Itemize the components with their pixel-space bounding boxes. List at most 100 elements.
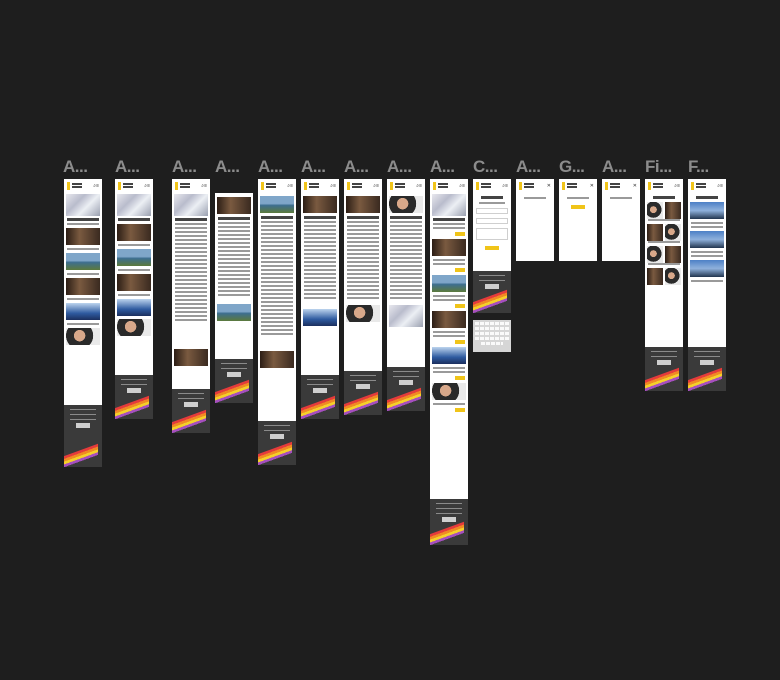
- close-icon[interactable]: ✕: [589, 183, 594, 189]
- rainbow-stripe: [301, 395, 335, 419]
- artboard-article-3[interactable]: ⌕≡: [258, 179, 296, 465]
- artboard-people[interactable]: ⌕≡: [645, 179, 683, 391]
- site-footer: [258, 421, 296, 465]
- text-line: [347, 241, 379, 243]
- frame-label[interactable]: A...: [215, 157, 240, 176]
- text-line: [433, 367, 465, 369]
- artboard-contact[interactable]: ⌕≡: [473, 179, 511, 313]
- search-button[interactable]: [571, 205, 585, 209]
- rainbow-stripe: [645, 367, 679, 391]
- text-line: [433, 331, 465, 333]
- frame-label[interactable]: F...: [688, 157, 709, 176]
- article-image: [432, 239, 466, 256]
- text-line: [648, 219, 680, 221]
- text-line: [218, 254, 250, 256]
- text-line: [175, 255, 207, 257]
- text-line: [433, 299, 465, 301]
- text-line: [175, 303, 207, 305]
- article-image: [217, 197, 251, 214]
- text-line: [67, 323, 99, 325]
- text-line: [175, 279, 207, 281]
- form-textarea[interactable]: [476, 228, 508, 240]
- read-more-button[interactable]: [455, 376, 465, 380]
- profile-row[interactable]: [647, 224, 681, 241]
- close-icon[interactable]: ✕: [546, 183, 551, 189]
- artboard-article-2[interactable]: [215, 193, 253, 403]
- text-line: [218, 278, 250, 280]
- artboard-cities[interactable]: ⌕≡: [688, 179, 726, 391]
- site-footer: [645, 347, 683, 391]
- frame-label[interactable]: A...: [387, 157, 412, 176]
- read-more-button[interactable]: [455, 232, 465, 236]
- text-line: [304, 269, 336, 271]
- frame-label[interactable]: A...: [301, 157, 326, 176]
- artboard-menu[interactable]: ✕: [516, 179, 554, 261]
- artboard-article-5[interactable]: ⌕≡: [344, 179, 382, 415]
- profile-row[interactable]: [647, 246, 681, 263]
- artboard-home[interactable]: ⌕≡: [64, 179, 102, 467]
- site-logo: [605, 182, 622, 190]
- artboard-home-alt[interactable]: ⌕≡: [115, 179, 153, 419]
- artboard-search[interactable]: ✕: [559, 179, 597, 261]
- text-line: [347, 273, 379, 275]
- text-line: [261, 321, 293, 323]
- profile-row[interactable]: [647, 268, 681, 285]
- site-header: ⌕≡: [344, 179, 382, 193]
- artboard-article-4[interactable]: ⌕≡: [301, 179, 339, 419]
- city-image[interactable]: [690, 202, 724, 219]
- artboard-empty[interactable]: ✕: [602, 179, 640, 261]
- hero-image: [66, 194, 100, 216]
- text-line: [347, 289, 379, 291]
- text-line: [218, 294, 250, 296]
- form-field[interactable]: [476, 218, 508, 224]
- city-image[interactable]: [690, 231, 724, 248]
- artboard-category[interactable]: ⌕≡: [430, 179, 468, 545]
- rainbow-stripe: [258, 441, 292, 465]
- read-more-button[interactable]: [455, 340, 465, 344]
- store-badges: [270, 434, 284, 439]
- site-header: ⌕≡: [258, 179, 296, 193]
- search-menu-icons: ⌕≡: [717, 183, 723, 189]
- frame-label[interactable]: A...: [602, 157, 627, 176]
- frame-label[interactable]: A...: [430, 157, 455, 176]
- frame-label[interactable]: A...: [516, 157, 541, 176]
- text-line: [433, 403, 465, 405]
- text-line: [304, 281, 336, 283]
- read-more-button[interactable]: [455, 304, 465, 308]
- site-header: ⌕≡: [473, 179, 511, 193]
- city-image[interactable]: [690, 260, 724, 277]
- site-footer: [215, 359, 253, 403]
- text-line: [433, 263, 465, 265]
- text-line: [261, 216, 293, 219]
- frame-label[interactable]: A...: [172, 157, 197, 176]
- profile-row[interactable]: [647, 202, 681, 219]
- read-more-button[interactable]: [455, 268, 465, 272]
- text-line: [433, 371, 465, 373]
- text-line: [175, 218, 207, 221]
- article-image: [117, 224, 151, 241]
- frame-label[interactable]: A...: [258, 157, 283, 176]
- store-badges: [313, 388, 327, 393]
- text-line: [390, 249, 422, 251]
- artboard-article[interactable]: ⌕≡: [172, 179, 210, 433]
- read-more-button[interactable]: [455, 408, 465, 412]
- text-line: [648, 263, 680, 265]
- submit-button[interactable]: [485, 246, 499, 250]
- frame-label[interactable]: C...: [473, 157, 498, 176]
- rainbow-stripe: [473, 289, 507, 313]
- frame-label[interactable]: G...: [559, 157, 585, 176]
- text-line: [347, 249, 379, 251]
- text-line: [118, 244, 150, 246]
- article-image: [346, 305, 380, 322]
- frame-label[interactable]: A...: [344, 157, 369, 176]
- frame-label[interactable]: A...: [63, 157, 88, 176]
- store-badges: [127, 388, 141, 393]
- text-line: [261, 241, 293, 243]
- text-line: [304, 229, 336, 231]
- artboard-article-6[interactable]: ⌕≡: [387, 179, 425, 411]
- text-line: [390, 229, 422, 231]
- frame-label[interactable]: A...: [115, 157, 140, 176]
- form-field[interactable]: [476, 208, 508, 214]
- close-icon[interactable]: ✕: [632, 183, 637, 189]
- frame-label[interactable]: Fi...: [645, 157, 672, 176]
